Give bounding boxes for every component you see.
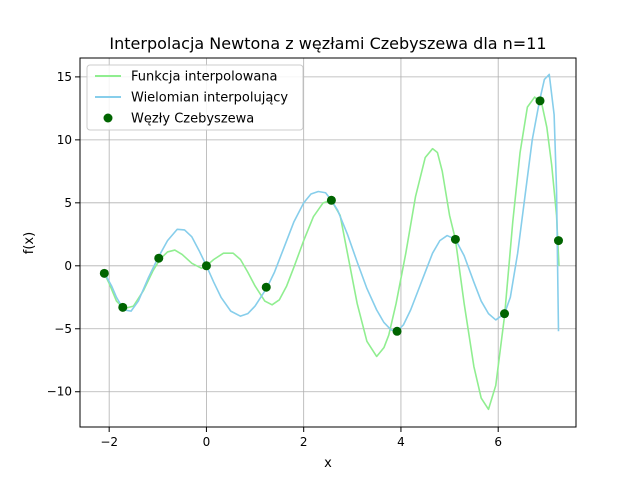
- node-point: [154, 253, 164, 263]
- legend-box: [86, 64, 304, 131]
- node-point: [392, 326, 402, 336]
- legend-label: Funkcja interpolowana: [131, 70, 278, 85]
- node-point: [99, 268, 109, 278]
- chart-title: Interpolacja Newtona z węzłami Czebyszew…: [109, 34, 546, 53]
- y-axis-label: f(x): [22, 232, 37, 254]
- y-tick-label: −5: [54, 322, 72, 336]
- plot-area: [99, 73, 563, 411]
- x-tick-label: −2: [100, 435, 118, 449]
- x-tick-label: 4: [397, 435, 405, 449]
- node-point: [450, 234, 460, 244]
- node-point: [553, 236, 563, 246]
- y-tick-label: −10: [47, 385, 72, 399]
- series-line-1: [101, 96, 560, 411]
- legend-marker-swatch: [103, 113, 113, 123]
- x-tick-label: 0: [203, 435, 211, 449]
- legend: Funkcja interpolowana Wielomian interpolu…: [86, 64, 304, 131]
- legend-label: Węzły Czebyszewa: [131, 112, 254, 127]
- y-tick-label: 15: [57, 70, 72, 84]
- node-point: [500, 309, 510, 319]
- x-axis-label: x: [324, 456, 332, 471]
- axes-frame: [79, 57, 577, 428]
- y-tick-label: 10: [57, 133, 72, 147]
- y-tick-label: 0: [64, 259, 72, 273]
- node-point: [261, 282, 271, 292]
- y-tick-label: 5: [64, 196, 72, 210]
- x-tick-label: 2: [300, 435, 308, 449]
- legend-label: Wielomian interpolujący: [131, 91, 288, 106]
- node-point: [201, 261, 211, 271]
- node-point: [326, 195, 336, 205]
- node-point: [118, 302, 128, 312]
- x-tick-label: 6: [494, 435, 502, 449]
- node-point: [535, 96, 545, 106]
- ticks: −2 0 2 4 6 −10 −5 0 5 10 15: [47, 70, 502, 449]
